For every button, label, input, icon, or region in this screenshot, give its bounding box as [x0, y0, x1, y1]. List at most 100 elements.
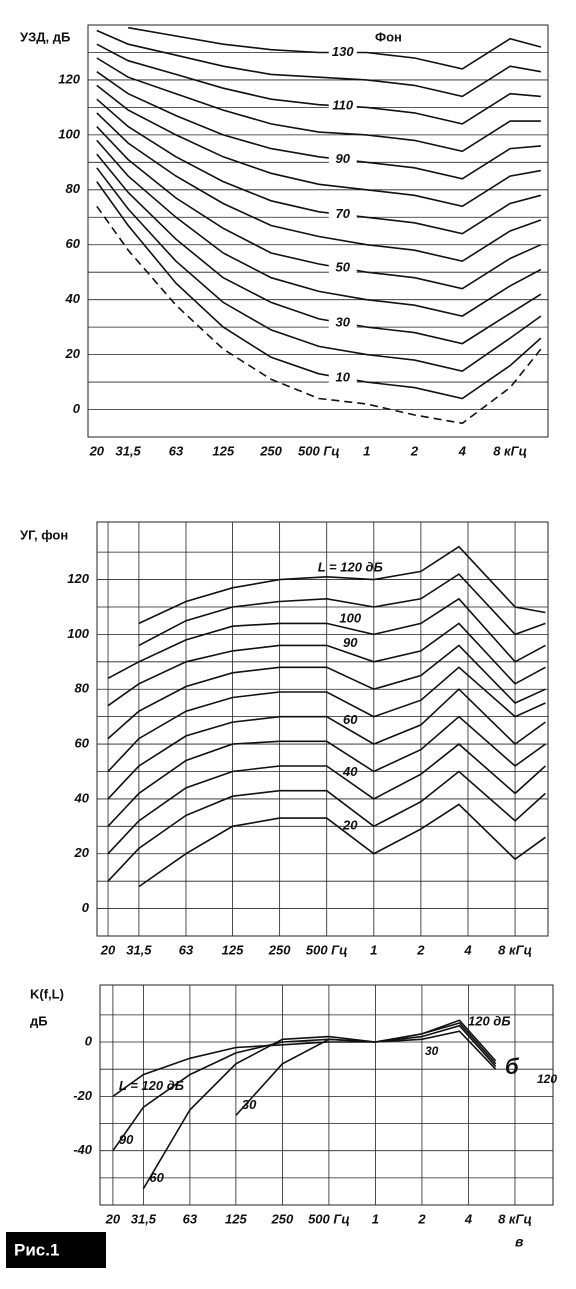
y-tick-label: 80 [75, 681, 90, 696]
curve-label: 50 [336, 260, 351, 275]
x-tick-label: 500 Гц [298, 443, 340, 458]
curve [96, 57, 541, 153]
x-tick-label: 63 [183, 1211, 198, 1226]
x-tick-label: 4 [463, 942, 472, 957]
curve-label: 90 [343, 635, 358, 650]
x-tick-label: 125 [225, 1211, 247, 1226]
curve [107, 644, 546, 740]
y-tick-label: 20 [74, 845, 90, 860]
curve [107, 622, 546, 707]
x-tick-label: 1 [363, 443, 370, 458]
curve [138, 803, 546, 888]
y-tick-label: 40 [74, 790, 90, 805]
y-tick-label: 60 [66, 236, 81, 251]
curve [107, 666, 546, 773]
curve-label: 60 [343, 712, 358, 727]
curve [112, 1019, 497, 1098]
x-tick-label: 500 Гц [306, 942, 348, 957]
chart-subtitle: дБ [30, 1013, 48, 1028]
annotation: в [515, 1234, 524, 1250]
curve [138, 573, 546, 647]
plot-frame [99, 984, 554, 1206]
curve [107, 597, 546, 680]
curve [96, 181, 542, 400]
chart-title: K(f,L) [30, 986, 64, 1001]
y-tick-label: -40 [73, 1142, 93, 1157]
y-tick-label: -20 [73, 1088, 93, 1103]
chart-title: УГ, фон [20, 527, 68, 542]
curve-label: 100 [339, 610, 361, 625]
x-tick-label: 20 [89, 443, 105, 458]
annotation: 30 [425, 1044, 439, 1058]
x-tick-label: 63 [169, 443, 184, 458]
curve [107, 688, 546, 800]
curve-label-bg [328, 315, 357, 332]
curve-label: 130 [332, 44, 354, 59]
y-tick-label: 120 [58, 71, 80, 86]
x-tick-label: 8 кГц [498, 1211, 532, 1226]
curve-label-bg [328, 260, 357, 277]
y-tick-label: 0 [73, 401, 81, 416]
curve-label: 90 [119, 1132, 134, 1147]
curve [96, 112, 542, 263]
x-tick-label: 8 кГц [493, 443, 527, 458]
y-tick-label: 100 [58, 126, 80, 141]
x-tick-label: 2 [410, 443, 419, 458]
chart-title: УЗД, дБ [20, 29, 70, 44]
x-tick-label: 4 [464, 1211, 473, 1226]
x-tick-label: 250 [259, 443, 282, 458]
curve [96, 126, 542, 290]
curve-label-bg [328, 206, 357, 223]
curve [96, 29, 542, 98]
x-tick-label: 125 [212, 443, 234, 458]
curve [235, 1030, 497, 1116]
x-tick-label: 1 [372, 1211, 379, 1226]
curve-label: 40 [342, 764, 358, 779]
figure-label: Рис.1 [14, 1240, 59, 1259]
curve [96, 167, 542, 372]
x-tick-label: 31,5 [115, 443, 141, 458]
y-tick-label: 60 [75, 736, 90, 751]
curve [96, 139, 542, 317]
chart-subtitle: Фон [375, 29, 402, 44]
y-tick-label: 20 [65, 346, 81, 361]
y-tick-label: 0 [82, 900, 90, 915]
plot-frame [87, 24, 549, 438]
annotation: 120 дБ [468, 1013, 511, 1028]
curve-label: 20 [342, 817, 358, 832]
curve-label-bg [328, 369, 357, 386]
x-tick-label: 500 Гц [308, 1211, 350, 1226]
x-tick-label: 63 [179, 942, 194, 957]
x-tick-label: 20 [100, 942, 116, 957]
curve-label: 110 [332, 97, 353, 112]
curve [96, 84, 542, 208]
curve-label: 90 [336, 151, 351, 166]
x-tick-label: 2 [416, 942, 425, 957]
figure-label-box [6, 1232, 106, 1268]
curve-label: 60 [149, 1170, 164, 1185]
curve [96, 153, 542, 345]
x-tick-label: 1 [370, 942, 377, 957]
curve [107, 743, 546, 855]
annotation: б [505, 1054, 520, 1079]
y-tick-label: 120 [67, 571, 89, 586]
curve [96, 71, 541, 180]
x-tick-label: 4 [458, 443, 467, 458]
y-tick-label: 0 [85, 1033, 93, 1048]
x-tick-label: 20 [105, 1211, 121, 1226]
curve-label-bg [328, 44, 357, 61]
curve [107, 770, 546, 882]
curve-label: L = 120 дБ [318, 560, 383, 575]
curve-label: 70 [336, 206, 351, 221]
x-tick-label: 250 [271, 1211, 294, 1226]
curve-label-bg [328, 151, 357, 168]
x-tick-label: 31,5 [126, 942, 152, 957]
y-tick-label: 40 [65, 291, 81, 306]
x-tick-label: 2 [417, 1211, 426, 1226]
plot-frame [96, 521, 549, 937]
x-tick-label: 125 [222, 942, 244, 957]
curve [138, 545, 546, 625]
x-tick-label: 31,5 [131, 1211, 157, 1226]
